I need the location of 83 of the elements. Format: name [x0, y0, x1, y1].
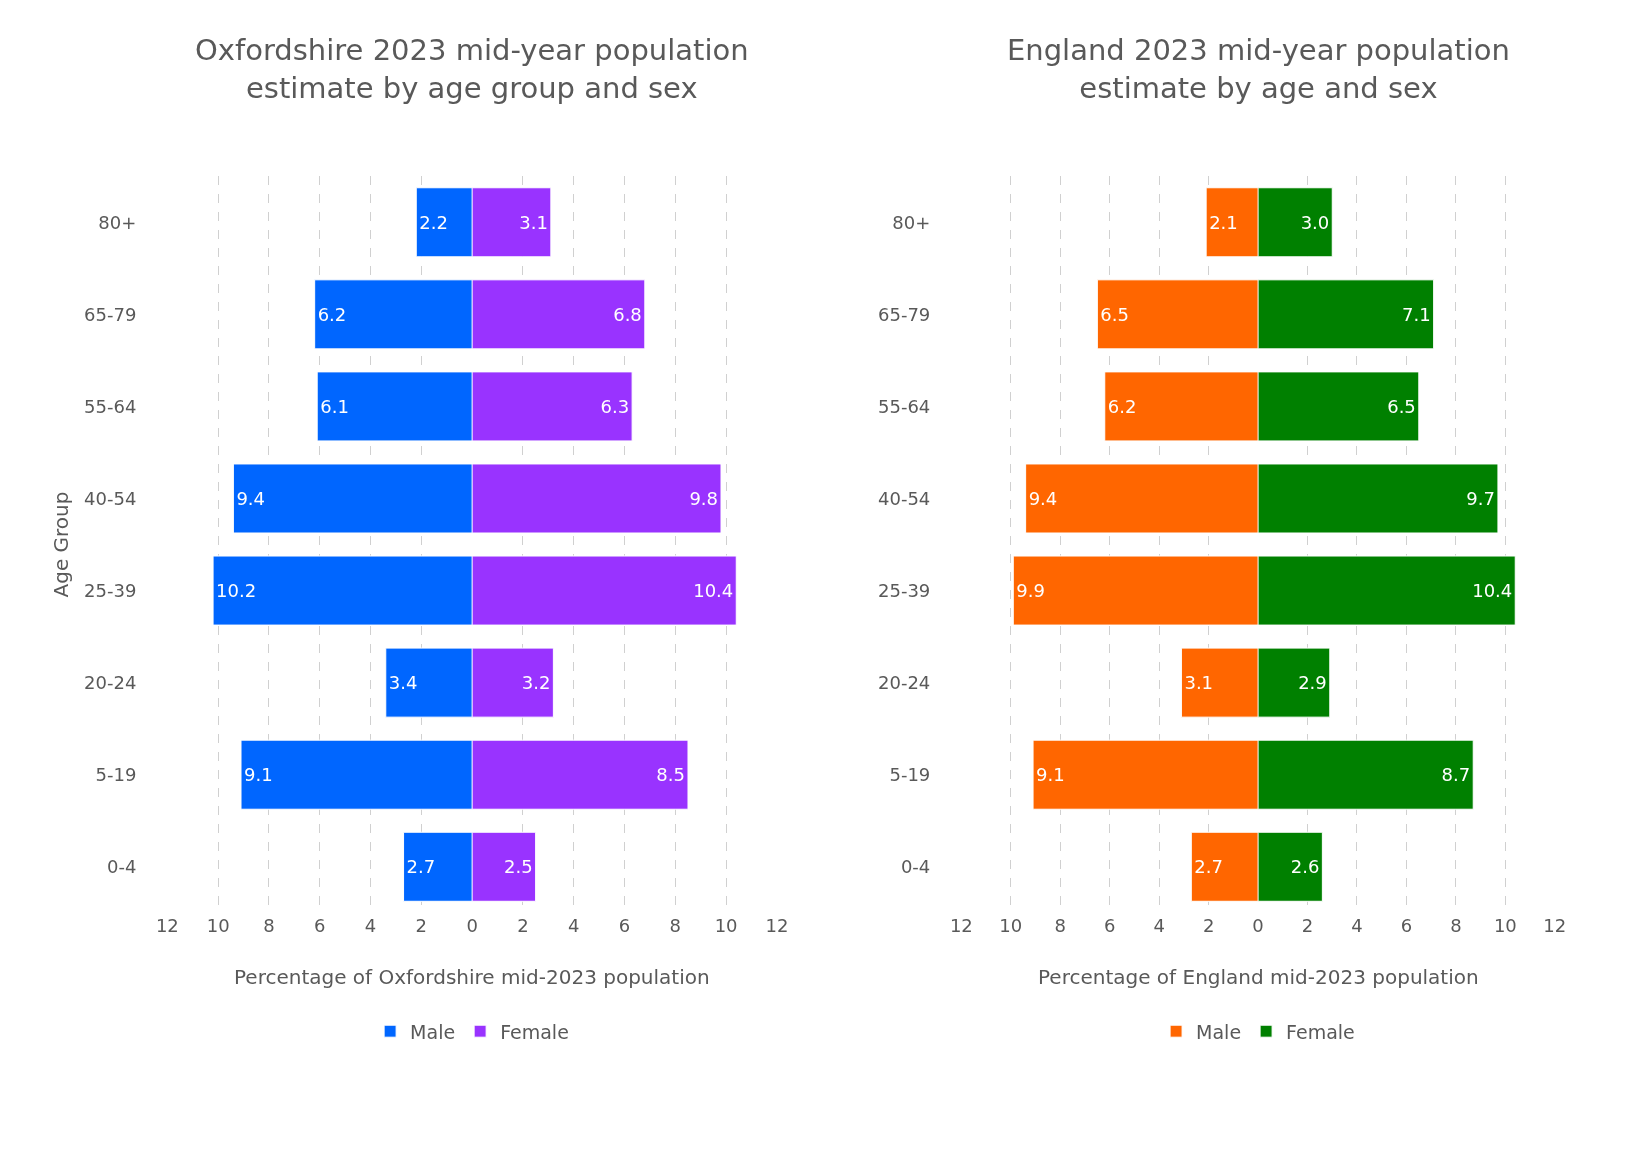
data-label: 10.2 — [216, 580, 257, 602]
data-label: 7.1 — [1402, 303, 1431, 325]
data-label: 2.2 — [419, 211, 448, 233]
x-tick-label: 8 — [1450, 914, 1462, 936]
data-label: 9.4 — [236, 487, 266, 509]
y-tick-label: 55-64 — [878, 395, 931, 417]
data-label: 9.1 — [1036, 764, 1065, 786]
x-tick-label: 0 — [1252, 914, 1264, 936]
x-tick-label: 6 — [1400, 914, 1413, 936]
x-tick-label: 4 — [1351, 914, 1363, 936]
data-label: 2.7 — [406, 856, 436, 878]
y-tick-label: 40-54 — [84, 487, 137, 509]
legend-label: Male — [1196, 1020, 1242, 1043]
legend-label: Female — [500, 1020, 569, 1043]
x-tick-label: 2 — [415, 914, 428, 936]
y-tick-label: 80+ — [98, 211, 137, 233]
data-label: 2.9 — [1298, 672, 1327, 694]
legend-label: Female — [1286, 1020, 1355, 1043]
legend-label: Male — [410, 1020, 456, 1043]
y-tick-label: 65-79 — [84, 303, 137, 325]
data-label: 3.4 — [388, 672, 418, 694]
y-tick-label: 5-19 — [95, 763, 137, 785]
data-label: 6.3 — [600, 395, 630, 417]
x-tick-label: 8 — [669, 914, 682, 936]
data-label: 6.2 — [317, 303, 347, 325]
y-tick-label: 40-54 — [878, 487, 931, 509]
x-tick-label: 10 — [714, 914, 738, 936]
x-tick-label: 6 — [618, 914, 631, 936]
data-label: 3.1 — [1184, 672, 1214, 694]
data-label: 6.1 — [320, 395, 349, 417]
data-label: 9.8 — [689, 487, 719, 509]
x-tick-label: 6 — [1103, 914, 1116, 936]
data-label: 2.7 — [1194, 856, 1223, 878]
data-label: 8.5 — [656, 764, 685, 786]
data-label: 10.4 — [693, 580, 734, 602]
y-tick-label: 20-24 — [84, 671, 137, 693]
data-label: 2.6 — [1290, 856, 1320, 878]
x-tick-label: 12 — [765, 914, 789, 936]
data-label: 6.5 — [1100, 303, 1129, 325]
x-tick-label: 8 — [1054, 914, 1066, 936]
x-tick-label: 0 — [466, 914, 478, 936]
x-tick-label: 12 — [155, 914, 179, 936]
data-label: 6.5 — [1387, 395, 1416, 417]
y-tick-label: 25-39 — [84, 579, 137, 601]
chart-title: Oxfordshire 2023 mid-year population estimate by age group and sex — [195, 33, 749, 105]
x-tick-label: 8 — [263, 914, 275, 936]
data-label: 8.7 — [1441, 764, 1471, 786]
x-tick-label: 2 — [517, 914, 529, 936]
data-label: 10.4 — [1472, 580, 1513, 602]
x-tick-label: 2 — [1301, 914, 1314, 936]
y-tick-label: 55-64 — [84, 395, 137, 417]
y-tick-label: 65-79 — [878, 303, 931, 325]
data-label: 9.4 — [1028, 487, 1058, 509]
x-tick-label: 2 — [1202, 914, 1215, 936]
data-label: 9.1 — [244, 764, 273, 786]
y-tick-label: 5-19 — [889, 763, 931, 785]
y-tick-label: 0-4 — [900, 856, 931, 878]
chart-title: England 2023 mid-year population estimate by age and sex — [1007, 33, 1510, 105]
data-label: 6.8 — [613, 303, 642, 325]
x-tick-label: 12 — [949, 914, 973, 936]
y-tick-label: 20-24 — [878, 671, 931, 693]
y-tick-label: 80+ — [892, 211, 931, 233]
x-tick-label: 4 — [1153, 914, 1165, 936]
data-label: 3.2 — [521, 672, 551, 694]
data-label: 9.7 — [1466, 487, 1495, 509]
data-label: 9.9 — [1016, 580, 1045, 602]
data-label: 2.1 — [1209, 211, 1238, 233]
data-label: 3.1 — [519, 211, 548, 233]
data-label: 2.5 — [503, 856, 533, 878]
y-tick-label: 25-39 — [878, 579, 931, 601]
x-axis-title: Percentage of Oxfordshire mid-2023 population — [234, 965, 710, 989]
y-axis-title: Age Group — [48, 491, 73, 598]
x-tick-label: 10 — [206, 914, 230, 936]
x-tick-label: 10 — [1493, 914, 1517, 936]
data-label: 6.2 — [1107, 395, 1137, 417]
x-axis-title: Percentage of England mid-2023 population — [1038, 965, 1479, 989]
x-tick-label: 10 — [999, 914, 1023, 936]
x-tick-label: 6 — [314, 914, 326, 936]
x-tick-label: 4 — [567, 914, 580, 936]
y-tick-label: 0-4 — [106, 856, 137, 878]
data-label: 3.0 — [1300, 211, 1330, 233]
x-tick-label: 4 — [364, 914, 377, 936]
x-tick-label: 12 — [1543, 914, 1567, 936]
